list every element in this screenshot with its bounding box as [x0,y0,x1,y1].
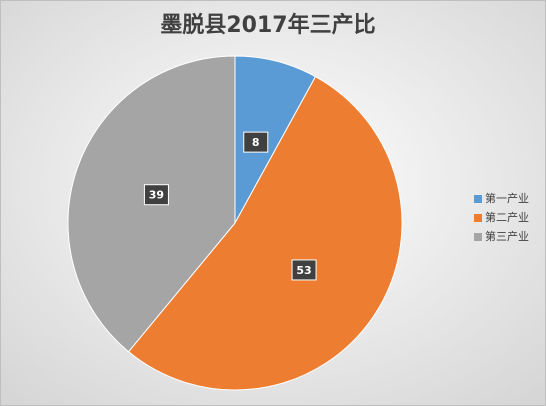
data-label-box [143,184,169,206]
data-label: 8 [252,136,260,149]
data-label-box [243,131,269,153]
data-label: 39 [149,189,164,202]
legend-swatch [474,214,482,222]
legend-label: 第二产业 [485,210,529,224]
data-label: 53 [296,264,311,277]
chart-title: 墨脱县2017年三产比 [160,12,375,38]
legend-label: 第一产业 [485,191,529,205]
legend-swatch [474,195,482,203]
legend-swatch [474,233,482,241]
data-label-box [291,259,317,281]
legend-label: 第三产业 [485,229,529,243]
pie-slice [127,75,403,391]
